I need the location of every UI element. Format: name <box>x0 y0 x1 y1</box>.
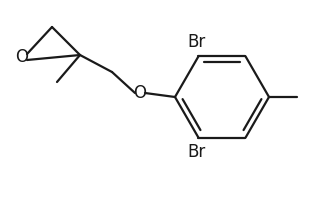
Text: O: O <box>15 48 28 66</box>
Text: Br: Br <box>187 33 206 51</box>
Text: O: O <box>134 84 147 102</box>
Text: Br: Br <box>187 143 206 161</box>
